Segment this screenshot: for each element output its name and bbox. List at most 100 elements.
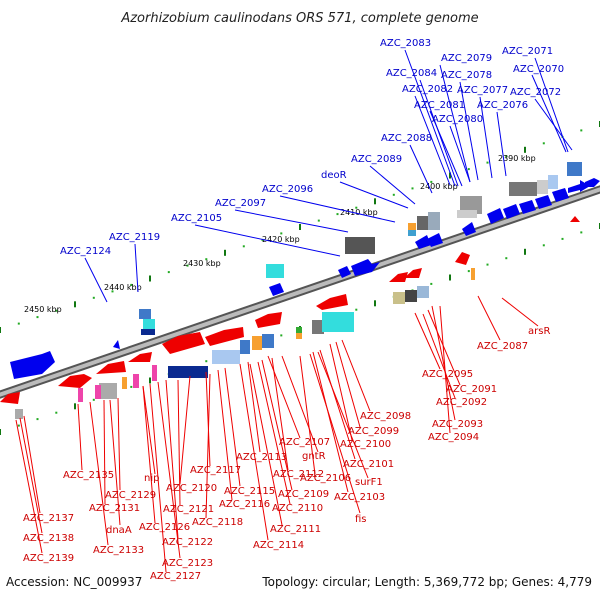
gene-label[interactable]: AZC_2083 xyxy=(380,38,431,49)
gene-label[interactable]: AZC_2135 xyxy=(63,470,114,481)
gene-label[interactable]: AZC_2097 xyxy=(215,198,266,209)
gene-arrow[interactable] xyxy=(255,312,282,328)
gene-block[interactable] xyxy=(212,350,240,364)
gene-label[interactable]: AZC_2103 xyxy=(334,492,385,503)
gene-block[interactable] xyxy=(266,264,284,278)
gene-label[interactable]: AZC_2126 xyxy=(139,522,190,533)
gene-label[interactable]: deoR xyxy=(321,170,347,181)
gene-label[interactable]: AZC_2115 xyxy=(224,486,275,497)
gene-label[interactable]: AZC_2138 xyxy=(23,533,74,544)
gene-label[interactable]: AZC_2088 xyxy=(381,133,432,144)
gene-block[interactable] xyxy=(15,409,23,419)
gene-label[interactable]: AZC_2112 xyxy=(273,469,324,480)
gene-block[interactable] xyxy=(95,385,101,399)
gene-label[interactable]: AZC_2121 xyxy=(163,504,214,515)
gene-block[interactable] xyxy=(133,374,139,388)
gene-block[interactable] xyxy=(168,366,208,378)
gene-label[interactable]: AZC_2099 xyxy=(348,426,399,437)
gene-label[interactable]: AZC_2119 xyxy=(109,232,160,243)
gene-arrow[interactable] xyxy=(0,392,20,404)
gene-label[interactable]: AZC_2117 xyxy=(190,465,241,476)
gene-block[interactable] xyxy=(141,329,155,335)
gene-arrow[interactable] xyxy=(58,374,92,388)
gene-block[interactable] xyxy=(417,286,429,298)
gene-block[interactable] xyxy=(262,334,274,348)
gene-block[interactable] xyxy=(240,340,250,354)
gene-block[interactable] xyxy=(509,182,537,196)
gene-label[interactable]: AZC_2078 xyxy=(441,70,492,81)
gene-arrow[interactable] xyxy=(128,352,152,362)
gene-block[interactable] xyxy=(139,309,151,319)
gene-block[interactable] xyxy=(99,383,117,399)
gene-block[interactable] xyxy=(296,327,302,333)
gene-label[interactable]: AZC_2079 xyxy=(441,53,492,64)
gene-label[interactable]: dnaA xyxy=(106,525,132,536)
gene-arrow[interactable] xyxy=(462,222,476,236)
gene-arrow[interactable] xyxy=(404,268,422,278)
gene-arrow[interactable] xyxy=(535,195,552,209)
gene-block[interactable] xyxy=(393,292,405,304)
gene-arrow[interactable] xyxy=(10,351,55,379)
gene-label[interactable]: AZC_2106 xyxy=(300,473,351,484)
gene-block[interactable] xyxy=(312,320,324,334)
gene-label[interactable]: AZC_2100 xyxy=(340,439,391,450)
gene-block[interactable] xyxy=(152,365,157,381)
gene-label[interactable]: AZC_2133 xyxy=(93,545,144,556)
gene-block[interactable] xyxy=(405,290,417,302)
gene-arrow[interactable] xyxy=(552,188,569,202)
gene-label[interactable]: AZC_2122 xyxy=(162,537,213,548)
gene-label[interactable]: AZC_2110 xyxy=(272,503,323,514)
gene-label[interactable]: AZC_2124 xyxy=(60,246,111,257)
gene-arrow[interactable] xyxy=(205,327,244,346)
gene-arrow[interactable] xyxy=(415,235,431,249)
gene-label[interactable]: AZC_2072 xyxy=(510,87,561,98)
gene-label[interactable]: AZC_2101 xyxy=(343,459,394,470)
gene-label[interactable]: AZC_2114 xyxy=(253,540,304,551)
gene-arrow[interactable] xyxy=(96,361,126,374)
gene-block[interactable] xyxy=(408,223,416,231)
gene-arrow[interactable] xyxy=(162,332,205,354)
gene-label[interactable]: AZC_2123 xyxy=(162,558,213,569)
gene-label[interactable]: AZC_2120 xyxy=(166,483,217,494)
gene-label[interactable]: AZC_2129 xyxy=(105,490,156,501)
gene-arrow[interactable] xyxy=(585,178,600,187)
gene-label[interactable]: fis xyxy=(355,514,367,525)
gene-label[interactable]: AZC_2137 xyxy=(23,513,74,524)
gene-block[interactable] xyxy=(78,388,83,402)
gene-label[interactable]: AZC_2094 xyxy=(428,432,479,443)
gene-label[interactable]: AZC_2091 xyxy=(446,384,497,395)
gene-label[interactable]: AZC_2139 xyxy=(23,553,74,564)
gene-arrow[interactable] xyxy=(269,283,284,296)
gene-label[interactable]: AZC_2116 xyxy=(219,499,270,510)
gene-arrow[interactable] xyxy=(570,216,580,222)
gene-label[interactable]: AZC_2105 xyxy=(171,213,222,224)
gene-arrow[interactable] xyxy=(338,266,351,278)
gene-arrow[interactable] xyxy=(113,340,120,349)
gene-label[interactable]: AZC_2118 xyxy=(192,517,243,528)
gene-arrow[interactable] xyxy=(389,272,408,282)
gene-arrow[interactable] xyxy=(427,233,443,247)
gene-arrow[interactable] xyxy=(568,180,590,193)
gene-block[interactable] xyxy=(322,312,354,332)
gene-block[interactable] xyxy=(460,196,482,214)
gene-label[interactable]: nip xyxy=(144,473,159,484)
gene-label[interactable]: AZC_2080 xyxy=(432,114,483,125)
gene-block[interactable] xyxy=(143,319,155,329)
gene-label[interactable]: AZC_2096 xyxy=(262,184,313,195)
gene-label[interactable]: AZC_2131 xyxy=(89,503,140,514)
gene-label[interactable]: AZC_2127 xyxy=(150,571,201,582)
gene-block[interactable] xyxy=(252,336,262,350)
gene-block[interactable] xyxy=(457,210,477,218)
gene-label[interactable]: AZC_2087 xyxy=(477,341,528,352)
gene-label[interactable]: AZC_2095 xyxy=(422,369,473,380)
gene-block[interactable] xyxy=(471,268,475,280)
gene-arrow[interactable] xyxy=(316,294,348,310)
gene-arrow[interactable] xyxy=(503,204,520,219)
gene-label[interactable]: AZC_2081 xyxy=(414,100,465,111)
gene-arrow[interactable] xyxy=(351,259,380,276)
gene-label[interactable]: AZC_2084 xyxy=(386,68,437,79)
gene-block[interactable] xyxy=(296,333,302,339)
gene-label[interactable]: surF1 xyxy=(355,477,383,488)
gene-label[interactable]: AZC_2089 xyxy=(351,154,402,165)
gene-block[interactable] xyxy=(408,230,416,236)
